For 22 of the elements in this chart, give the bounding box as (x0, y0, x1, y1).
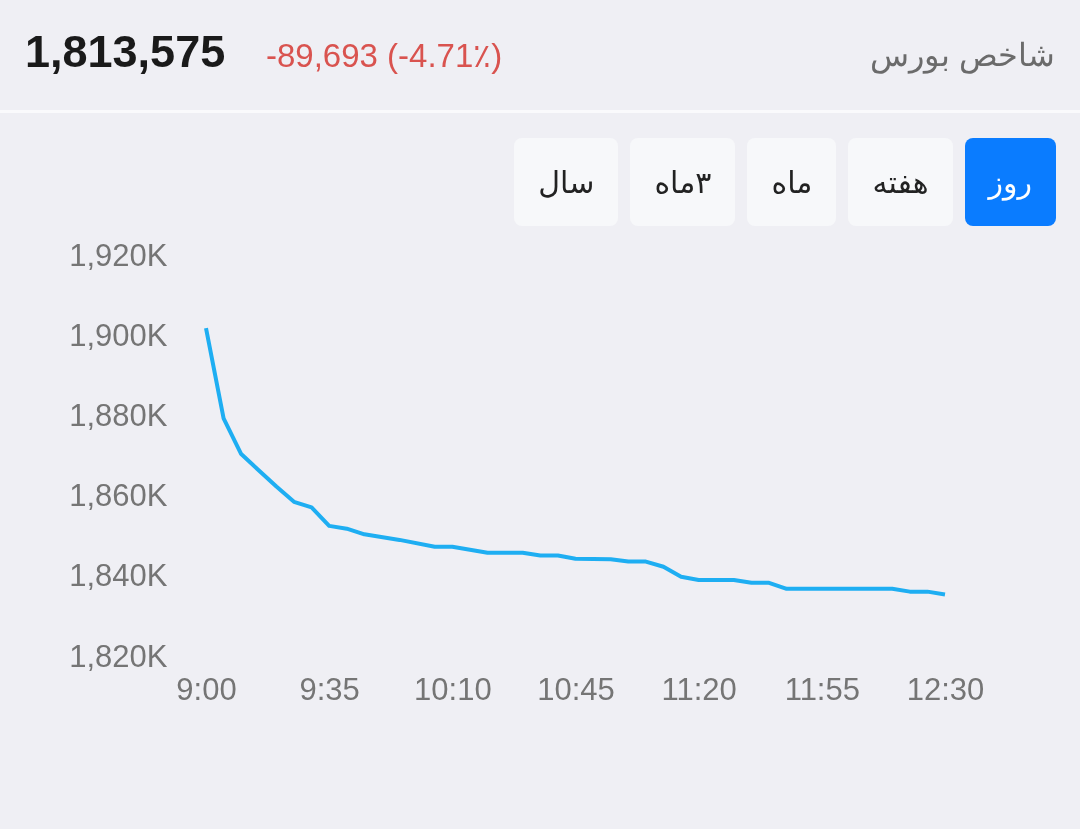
y-tick-label: 1,860K (69, 478, 168, 514)
y-tick-label: 1,920K (69, 237, 168, 273)
y-tick-label: 1,820K (69, 638, 168, 674)
y-tick-label: 1,880K (69, 397, 168, 433)
x-tick-label: 12:30 (906, 671, 985, 707)
x-tick-label: 11:55 (784, 671, 860, 707)
line-series (204, 326, 947, 597)
x-tick-label: 11:20 (661, 671, 737, 707)
chart-subtitle: 1,813,575 (25, 26, 226, 78)
y-tick-label: 1,840K (69, 558, 168, 594)
period-tab[interactable]: ماه (747, 138, 837, 226)
period-tab[interactable]: ۳ماه (630, 138, 736, 226)
chart-title: شاخص بورس (870, 36, 1055, 74)
y-tick-label: 1,900K (69, 317, 168, 353)
text: -89,693 (-4.71٪) (266, 36, 503, 75)
period-tab[interactable]: هفته (848, 138, 953, 226)
x-tick-label: 10:45 (537, 671, 615, 707)
x-tick-label: 9:00 (176, 671, 237, 707)
period-tab[interactable]: روز (964, 138, 1056, 226)
x-tick-label: 9:35 (299, 671, 360, 707)
period-tab[interactable]: سال (514, 138, 619, 226)
x-tick-label: 10:10 (414, 671, 492, 707)
